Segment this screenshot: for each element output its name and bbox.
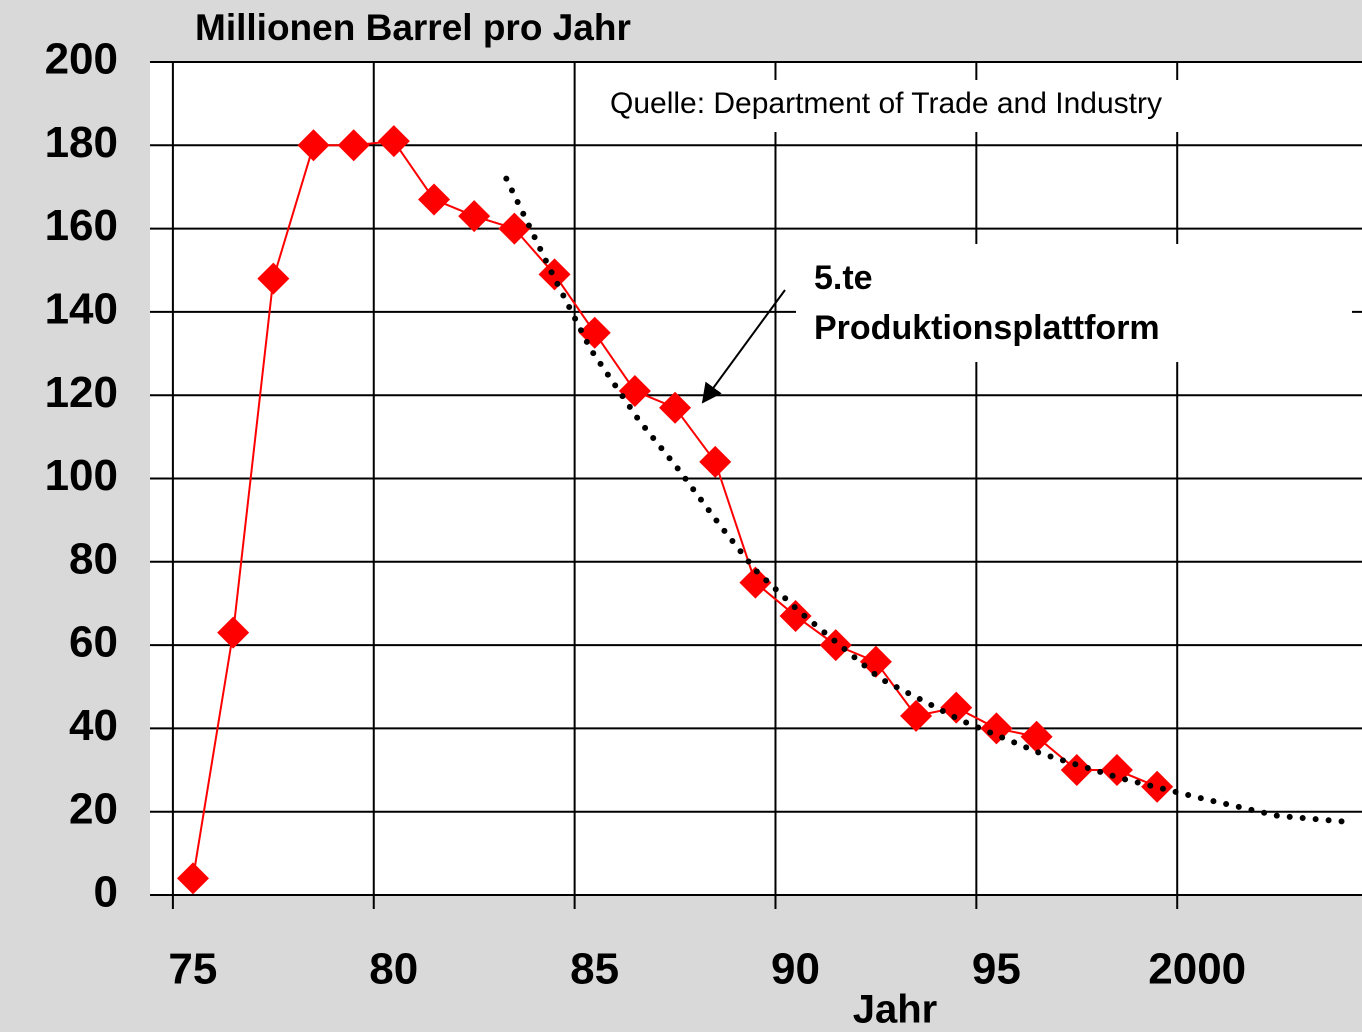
marker (1141, 770, 1174, 803)
x-tick-label: 95 (972, 945, 1021, 994)
marker (418, 183, 451, 216)
marker (699, 445, 732, 478)
x-tick-label: 75 (168, 945, 217, 994)
grid (150, 61, 1362, 909)
marker (659, 391, 692, 424)
annotation-box (796, 244, 1352, 362)
y-tick-label: 60 (69, 618, 118, 667)
marker (377, 125, 410, 158)
marker (257, 262, 290, 295)
marker (779, 599, 812, 632)
y-tick-label: 0 (94, 868, 118, 917)
y-tick-label: 160 (45, 201, 118, 250)
x-tick-label: 90 (771, 945, 820, 994)
y-tick-label: 40 (69, 701, 118, 750)
x-tick-label: 85 (570, 945, 619, 994)
y-tick-label: 20 (69, 784, 118, 833)
marker (819, 629, 852, 662)
source-box (600, 80, 1312, 132)
x-axis-label: Jahr (853, 988, 938, 1032)
y-tick-label: 180 (45, 118, 118, 167)
y-tick-label: 100 (45, 451, 118, 500)
y-tick-label: 140 (45, 285, 118, 334)
annotation: 5.te (814, 259, 873, 297)
y-tick-label: 80 (69, 534, 118, 583)
marker (900, 699, 933, 732)
marker (297, 129, 330, 162)
marker (176, 862, 209, 895)
marker (1060, 754, 1093, 787)
annotation-arrow (701, 289, 786, 404)
marker (739, 566, 772, 599)
marker (940, 691, 973, 724)
y-tick-label: 120 (45, 368, 118, 417)
marker (458, 200, 491, 233)
marker (498, 212, 531, 245)
chart-title: Millionen Barrel pro Jahr (195, 7, 631, 48)
y-tick-label: 200 (45, 35, 118, 84)
marker (618, 375, 651, 408)
trend-line (503, 175, 1353, 826)
marker (337, 129, 370, 162)
marker (538, 258, 571, 291)
x-tick-label: 80 (369, 945, 418, 994)
marker (217, 616, 250, 649)
marker (1020, 720, 1053, 753)
source-note: Quelle: Department of Trade and Industry (610, 87, 1162, 120)
x-tick-label: 2000 (1148, 945, 1246, 994)
annotation: Produktionsplattform (814, 309, 1160, 347)
marker (859, 645, 892, 678)
